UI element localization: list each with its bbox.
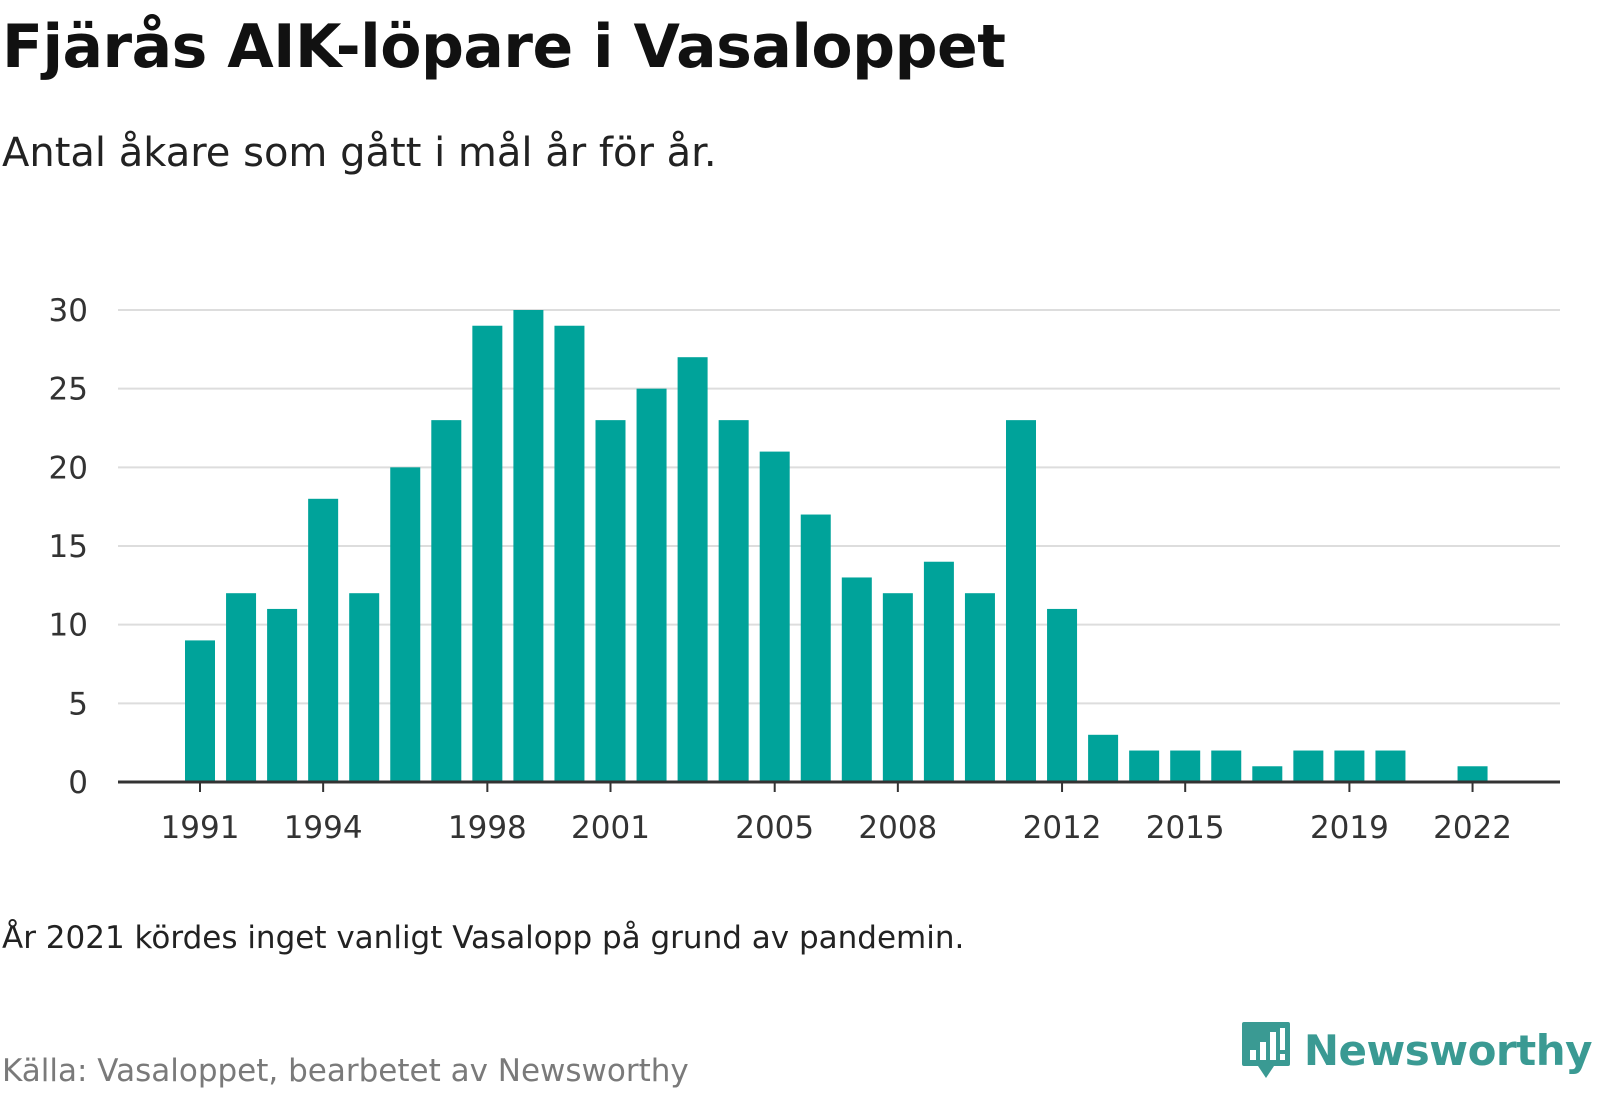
- bar-1994: [308, 498, 339, 782]
- bar-2006: [800, 514, 831, 782]
- bar-2003: [677, 357, 708, 782]
- bar-2022: [1457, 766, 1488, 782]
- x-tick-label: 1998: [448, 810, 527, 846]
- x-tick-label: 2019: [1310, 810, 1389, 846]
- bar-2010: [964, 593, 995, 782]
- bar-2001: [595, 420, 626, 782]
- x-tick-label: 2008: [858, 810, 937, 846]
- bar-1991: [185, 640, 215, 782]
- y-tick-label: 20: [49, 450, 88, 486]
- y-tick-label: 5: [68, 686, 88, 722]
- bar-2000: [554, 325, 585, 782]
- x-tick-label: 2005: [735, 810, 814, 846]
- newsworthy-logo-icon: [1241, 1022, 1290, 1078]
- y-tick-label: 15: [49, 529, 88, 565]
- source-credit: Källa: Vasaloppet, bearbetet av Newswort…: [2, 1053, 689, 1089]
- bar-2011: [1006, 420, 1036, 782]
- bar-2016: [1211, 750, 1242, 782]
- bar-1993: [267, 608, 298, 782]
- bar-2013: [1088, 734, 1119, 782]
- x-tick-label: 1994: [284, 810, 363, 846]
- bar-2015: [1170, 750, 1201, 782]
- bar-2002: [636, 388, 667, 782]
- x-tick-label: 2001: [571, 810, 650, 846]
- bar-1996: [390, 467, 421, 782]
- chart-title: Fjärås AIK-löpare i Vasaloppet: [2, 12, 1006, 82]
- bar-2020: [1375, 750, 1406, 782]
- bar-2014: [1129, 750, 1160, 782]
- axes: 0 5 10 15 20 25 30 1991 1994 1998 2001 2005 2008 2012…: [49, 293, 1560, 846]
- bar-2019: [1334, 750, 1365, 782]
- bar-2005: [759, 451, 790, 782]
- bar-2012: [1047, 608, 1078, 782]
- y-tick-label: 10: [49, 608, 88, 644]
- bar-chart: 0 5 10 15 20 25 30 1991 1994 1998 2001 2005 2008 2012…: [49, 293, 1560, 846]
- y-tick-label: 30: [49, 293, 88, 329]
- x-tick-label: 1991: [161, 810, 240, 846]
- x-tick-label: 2015: [1146, 810, 1225, 846]
- y-tick-label: 25: [49, 372, 88, 408]
- bar-2018: [1293, 750, 1324, 782]
- bar-2017: [1252, 766, 1283, 782]
- bar-1992: [226, 593, 257, 782]
- x-tick-label: 2012: [1023, 810, 1102, 846]
- y-tick-label: 0: [68, 765, 88, 801]
- brand-name: Newsworthy: [1303, 1025, 1593, 1075]
- bar-2008: [882, 593, 913, 782]
- bar-1997: [431, 420, 462, 782]
- bar-1999: [513, 310, 544, 782]
- bar-2009: [923, 561, 954, 782]
- bar-1995: [349, 593, 380, 782]
- x-tick-label: 2022: [1433, 810, 1512, 846]
- bar-1998: [472, 325, 503, 782]
- brand-logo: Newsworthy: [1240, 1020, 1593, 1080]
- bar-2007: [841, 577, 872, 782]
- bar-2004: [718, 420, 749, 782]
- bars: [185, 310, 1488, 782]
- footnote: År 2021 kördes inget vanligt Vasalopp på…: [2, 920, 965, 956]
- chart-subtitle: Antal åkare som gått i mål år för år.: [2, 130, 717, 176]
